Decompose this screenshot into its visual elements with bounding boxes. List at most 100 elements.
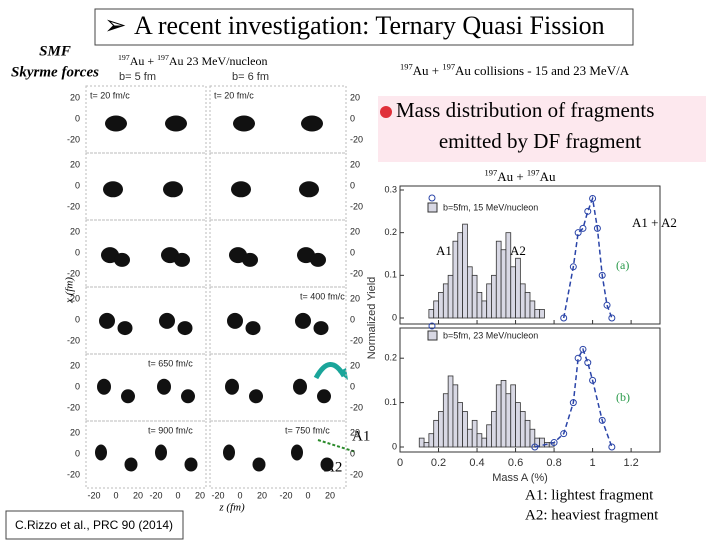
x-tick-label: -20 — [279, 490, 292, 500]
density-blob — [225, 378, 239, 395]
note: A2: heaviest fragment — [525, 507, 659, 523]
density-blob — [103, 181, 123, 198]
legend-marker — [428, 322, 436, 330]
histogram-bar — [471, 274, 478, 319]
method: SMF — [39, 43, 71, 59]
density-blob — [174, 252, 190, 267]
bullet-dot — [380, 106, 392, 118]
histogram-bar — [486, 283, 492, 319]
density-blob — [165, 115, 187, 132]
y-tick-label: -20 — [67, 402, 80, 412]
snapshot-panel — [85, 286, 207, 355]
density-blob — [97, 378, 111, 395]
histogram-bar — [447, 375, 454, 448]
legend-marker — [428, 194, 436, 202]
x-tick-label: 1.2 — [623, 457, 638, 469]
line-marker — [574, 354, 582, 362]
y-tick-label: 0 — [75, 381, 80, 391]
y-tick-label: 20 — [70, 92, 80, 102]
y-tick-label: 20 — [350, 92, 360, 102]
snapshot-panel — [85, 85, 207, 154]
text-part: Au — [540, 169, 556, 184]
y-tick-label: 0 — [392, 312, 397, 322]
y-axis-label: Normalized Yield — [366, 277, 378, 360]
y-tick-label: -20 — [350, 134, 363, 144]
density-blob — [223, 444, 235, 461]
histogram-bar — [428, 309, 435, 319]
density-blob — [177, 321, 193, 336]
method: Skyrme forces — [11, 64, 99, 80]
x-tick-label: 20 — [133, 490, 143, 500]
snapshot-panel — [85, 420, 207, 489]
density-blob — [293, 378, 307, 395]
x-tick-label: 0.6 — [508, 457, 523, 469]
series-label: A1 + A2 — [632, 215, 677, 230]
y-tick-label: 0.2 — [384, 227, 397, 237]
series-label: A2 — [510, 243, 526, 258]
histogram-bar — [423, 442, 430, 448]
histogram-bar — [505, 393, 512, 448]
impact-parameter: b= 5 fm — [119, 71, 156, 83]
text-part: Au + — [413, 63, 443, 78]
density-blob — [249, 389, 263, 404]
y-tick-label: 0 — [350, 448, 355, 458]
chart-title: 197Au + 197Au — [485, 167, 556, 184]
x-tick-label: 0 — [237, 490, 242, 500]
y-axis-label: x (fm) — [64, 277, 76, 304]
line-marker — [584, 359, 592, 367]
histogram-bar — [491, 411, 497, 448]
histogram-bar — [519, 411, 526, 448]
density-blob — [313, 321, 329, 336]
histogram-bar — [457, 402, 463, 448]
x-tick-label: -20 — [87, 490, 100, 500]
density-blob — [301, 115, 323, 132]
time-label: t= 20 fm/c — [90, 90, 130, 100]
line-marker — [598, 416, 606, 424]
density-blob — [181, 389, 195, 404]
line-marker — [579, 224, 587, 232]
fragment-axis — [317, 439, 357, 453]
histogram-bar — [495, 240, 502, 319]
x-tick-label: 0.8 — [546, 457, 561, 469]
x-tick-label: 0.2 — [431, 457, 446, 469]
line-marker — [589, 195, 597, 203]
superscript: 197 — [400, 61, 413, 71]
y-tick-label: 0.1 — [384, 397, 397, 407]
histogram-bar — [500, 249, 507, 319]
histogram-bar — [491, 274, 497, 319]
density-blob — [245, 321, 261, 336]
bullet: ➢ — [104, 10, 127, 40]
line-marker — [589, 376, 597, 384]
snapshot-panel — [85, 219, 207, 288]
time-label: t= 650 fm/c — [148, 358, 193, 368]
y-tick-label: 0 — [350, 180, 355, 190]
y-tick-label: -20 — [67, 134, 80, 144]
histogram-bar — [539, 309, 545, 319]
histogram-bar — [481, 437, 488, 448]
reaction: 197Au + 197Au 23 MeV/nucleon — [118, 53, 268, 68]
density-blob — [99, 312, 115, 329]
histogram-bar — [471, 419, 478, 448]
y-tick-label: 20 — [350, 226, 360, 236]
fragment-label: A1 — [352, 428, 370, 444]
density-blob — [227, 312, 243, 329]
histogram-bar — [500, 379, 507, 448]
text-part: Au collisions - 15 and 23 MeV/A — [455, 63, 630, 78]
heading: 197Au + 197Au collisions - 15 and 23 MeV… — [400, 61, 630, 78]
density-blob — [295, 312, 311, 329]
histogram-bar — [515, 257, 521, 319]
histogram-bar — [467, 428, 473, 448]
snapshot-panel — [209, 219, 347, 288]
histogram-bar — [529, 300, 536, 319]
y-tick-label: -20 — [67, 268, 80, 278]
histogram-bar — [457, 232, 463, 319]
y-tick-label: -20 — [350, 201, 363, 211]
y-tick-label: 0 — [75, 113, 80, 123]
box-text: Mass distribution of fragments — [396, 98, 654, 122]
slide-title: A recent investigation: Ternary Quasi Fi… — [134, 11, 605, 40]
histogram-bar — [462, 223, 468, 319]
histogram-bar — [510, 384, 516, 448]
line-marker — [584, 207, 592, 215]
histogram-bar — [524, 419, 531, 448]
line-marker — [560, 314, 568, 322]
